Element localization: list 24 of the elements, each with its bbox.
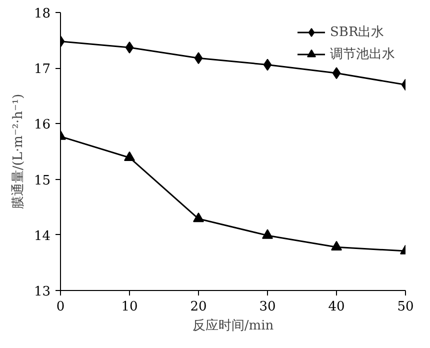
y-tick-label: 16 [34, 118, 51, 133]
x-tick-label: 0 [56, 300, 65, 314]
point [331, 240, 342, 251]
y-axis-title: 膜通量/(L·m⁻²·h⁻¹) [10, 94, 26, 210]
point [124, 151, 135, 162]
x-tick-label: 40 [328, 300, 345, 314]
y-tick-label: 14 [34, 228, 51, 244]
x-tick-label: 30 [259, 300, 276, 314]
legend-label: SBR出水 [330, 24, 384, 41]
y-tick-label: 18 [34, 6, 51, 22]
y-tick-label: 17 [34, 62, 51, 78]
legend-label: 调节池出水 [330, 46, 395, 63]
point [262, 229, 273, 239]
x-tick-label: 20 [190, 300, 207, 314]
y-tick-label: 15 [34, 173, 51, 188]
x-tick-label: 10 [121, 300, 138, 314]
point [125, 42, 134, 54]
x-tick-label: 50 [397, 300, 414, 314]
x-axis-title: 反应时间/min [192, 318, 274, 334]
y-tick-label: 13 [34, 284, 51, 300]
point [332, 67, 341, 80]
point [194, 52, 203, 64]
point [193, 212, 204, 222]
point [263, 58, 272, 71]
